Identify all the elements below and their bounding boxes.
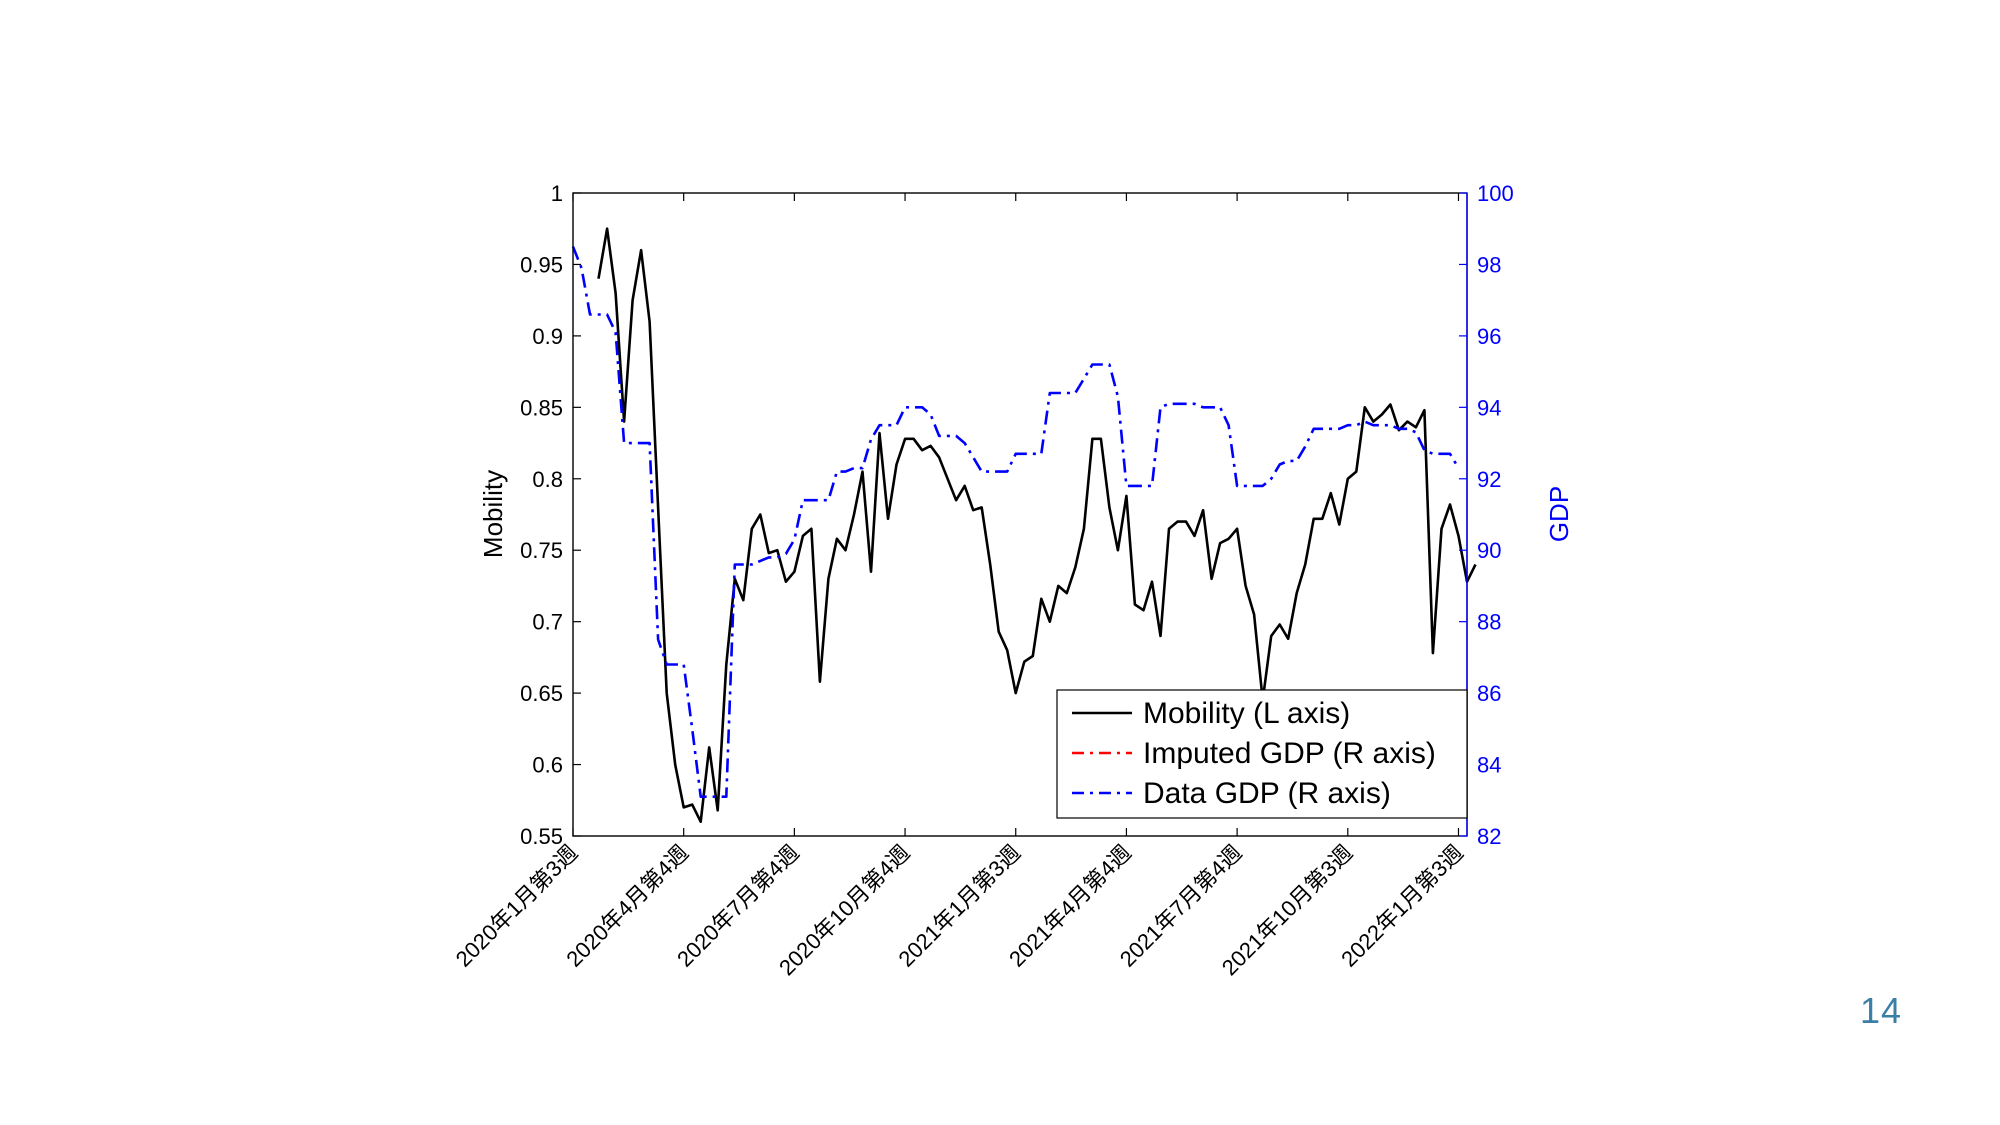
y-axis-label-right: GDP bbox=[1544, 486, 1574, 542]
series-line bbox=[571, 246, 1460, 799]
y-left-tick-label: 1 bbox=[551, 181, 563, 206]
y-left-tick-label: 0.75 bbox=[520, 538, 563, 563]
y-right-tick-label: 82 bbox=[1477, 824, 1501, 849]
y-left-tick-label: 0.95 bbox=[520, 252, 563, 277]
y-right-tick-label: 94 bbox=[1477, 395, 1501, 420]
y-right-tick-label: 92 bbox=[1477, 467, 1501, 492]
y-left-tick-label: 0.6 bbox=[532, 753, 563, 778]
y-right-tick-label: 98 bbox=[1477, 252, 1501, 277]
y-left-tick-label: 0.9 bbox=[532, 324, 563, 349]
y-left-tick-label: 0.7 bbox=[532, 610, 563, 635]
x-tick-label: 2022年1月第3週 bbox=[1336, 840, 1468, 972]
y-right-tick-label: 96 bbox=[1477, 324, 1501, 349]
legend-entry-label: Mobility (L axis) bbox=[1143, 697, 1350, 730]
legend: Mobility (L axis) Imputed GDP (R axis) Dat… bbox=[1056, 689, 1468, 819]
y-right-tick-label: 88 bbox=[1477, 610, 1501, 635]
y-left-tick-label: 0.65 bbox=[520, 681, 563, 706]
y-right-tick-label: 86 bbox=[1477, 681, 1501, 706]
y-right-tick-label: 90 bbox=[1477, 538, 1501, 563]
legend-entry-label: Data GDP (R axis) bbox=[1143, 777, 1391, 810]
page-number: 14 bbox=[1860, 990, 1903, 1031]
y-left-tick-label: 0.55 bbox=[520, 824, 563, 849]
y-right-tick-label: 100 bbox=[1477, 181, 1514, 206]
y-axis-label-left: Mobility bbox=[478, 470, 508, 558]
legend-entry-label: Imputed GDP (R axis) bbox=[1143, 737, 1436, 770]
y-left-tick-label: 0.8 bbox=[532, 467, 563, 492]
series-line bbox=[597, 227, 1477, 824]
y-left-tick-label: 0.85 bbox=[520, 395, 563, 420]
y-right-tick-label: 84 bbox=[1477, 753, 1501, 778]
legend-box bbox=[1056, 689, 1468, 819]
